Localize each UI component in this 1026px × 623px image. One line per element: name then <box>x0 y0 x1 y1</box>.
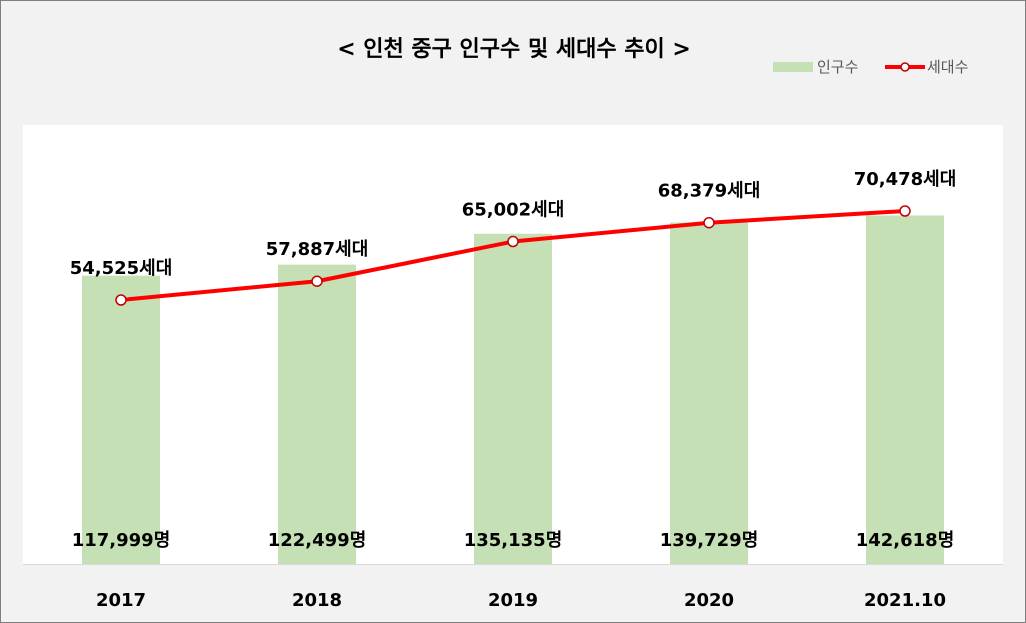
chart-title: < 인천 중구 인구수 및 세대수 추이 > <box>337 37 691 62</box>
households-data-label-3: 68,379세대 <box>658 181 761 202</box>
legend-label-population: 인구수 <box>817 58 859 76</box>
households-data-label-0: 54,525세대 <box>70 258 173 279</box>
households-data-label-4: 70,478세대 <box>854 169 957 190</box>
households-point-2 <box>507 235 519 248</box>
bar-population-2 <box>474 233 552 564</box>
households-data-label-1: 57,887세대 <box>266 239 369 260</box>
households-point-1 <box>311 275 323 287</box>
bar-population-1 <box>278 264 356 564</box>
population-data-label-1: 122,499명 <box>268 530 367 551</box>
households-point-4 <box>899 205 911 217</box>
x-tick-label-2: 2019 <box>488 590 538 611</box>
households-point-3 <box>703 216 715 229</box>
legend-item-households: 세대수 <box>885 56 968 77</box>
population-data-label-0: 117,999명 <box>72 530 171 551</box>
x-tick-label-3: 2020 <box>684 590 734 611</box>
legend-item-population: 인구수 <box>773 56 858 77</box>
population-data-label-2: 135,135명 <box>464 530 563 551</box>
households-point-0 <box>115 294 127 306</box>
population-data-label-3: 139,729명 <box>660 530 759 551</box>
x-tick-label-1: 2018 <box>292 590 342 611</box>
x-tick-label-4: 2021.10 <box>864 590 946 611</box>
x-tick-label-0: 2017 <box>96 590 146 611</box>
line-series <box>115 205 911 306</box>
bar-population-0 <box>82 275 160 564</box>
bar-population-4 <box>866 215 944 564</box>
x-axis-ticks: 2017 2018 2019 2020 2021.10 <box>96 590 946 611</box>
data-labels: 117,999명 122,499명 135,135명 139,729명 142,618명… <box>70 169 957 551</box>
legend-line-swatch <box>885 61 925 72</box>
bar-population-3 <box>670 222 748 564</box>
legend-label-households: 세대수 <box>927 58 969 76</box>
legend-bar-swatch <box>773 61 813 72</box>
households-data-label-2: 65,002세대 <box>462 200 565 221</box>
population-data-label-4: 142,618명 <box>856 530 955 551</box>
bar-series <box>82 215 944 564</box>
